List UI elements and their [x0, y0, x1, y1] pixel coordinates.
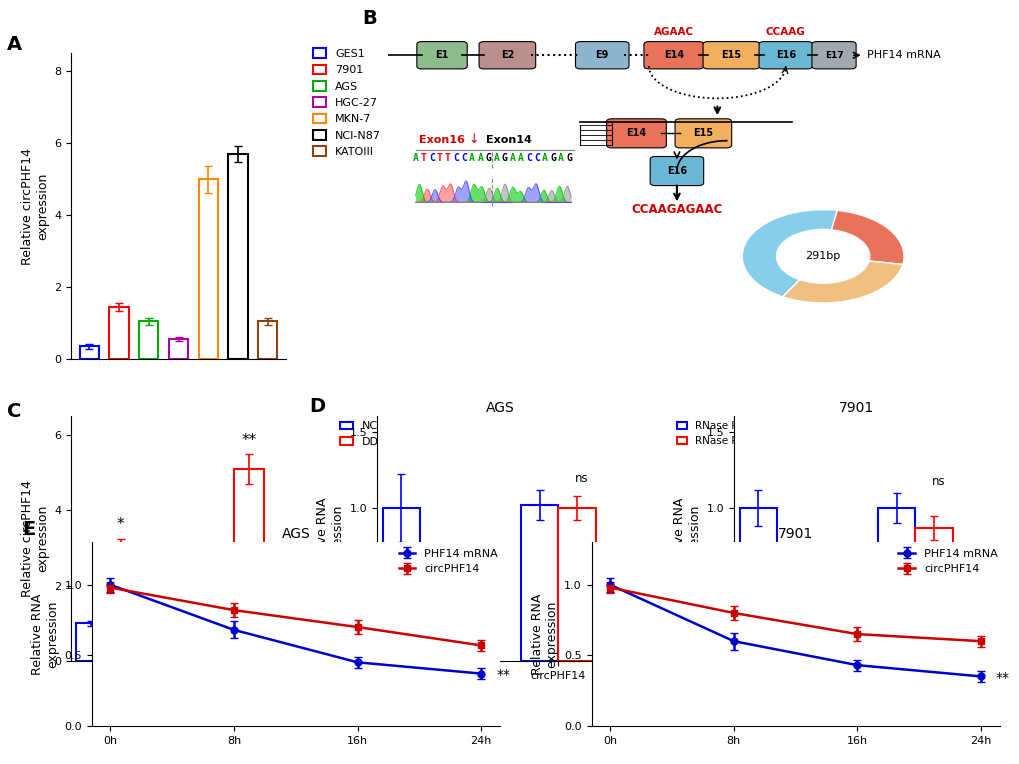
Text: C: C: [7, 402, 21, 421]
Text: G: G: [549, 153, 555, 163]
Text: E14: E14: [663, 50, 683, 60]
Text: AGAAC: AGAAC: [653, 28, 693, 37]
Legend: NC, DDX5: NC, DDX5: [335, 417, 397, 452]
Text: **: **: [788, 595, 802, 609]
Legend: PHF14 mRNA, circPHF14: PHF14 mRNA, circPHF14: [393, 544, 502, 579]
FancyBboxPatch shape: [643, 41, 703, 69]
Text: A: A: [493, 153, 499, 163]
Bar: [258, 322, 277, 359]
Text: D: D: [309, 397, 325, 416]
Legend: GES1, 7901, AGS, HGC-27, MKN-7, NCI-N87, KATOIII: GES1, 7901, AGS, HGC-27, MKN-7, NCI-N87,…: [308, 44, 385, 161]
Text: A: A: [518, 153, 523, 163]
FancyBboxPatch shape: [811, 41, 855, 69]
Bar: [109, 307, 128, 359]
Bar: [776, 618, 813, 661]
Text: CCAAG: CCAAG: [765, 28, 805, 37]
Text: **: **: [242, 433, 257, 448]
FancyBboxPatch shape: [758, 41, 812, 69]
Legend: RNase R-, RNase R+: RNase R-, RNase R+: [672, 416, 751, 450]
Text: E16: E16: [666, 166, 687, 176]
Text: 291bp: 291bp: [805, 251, 840, 261]
Text: B: B: [363, 8, 377, 28]
Legend: PHF14 mRNA, circPHF14: PHF14 mRNA, circPHF14: [893, 544, 1002, 579]
Text: G: G: [485, 153, 491, 163]
Text: E15: E15: [693, 128, 712, 138]
Text: E17: E17: [823, 50, 843, 60]
Text: E16: E16: [775, 50, 795, 60]
Bar: [521, 505, 557, 661]
FancyBboxPatch shape: [575, 41, 629, 69]
Circle shape: [775, 229, 869, 283]
Bar: [106, 552, 136, 661]
Title: AGS: AGS: [485, 401, 514, 415]
Text: E1: E1: [435, 50, 448, 60]
Bar: [877, 508, 914, 661]
Title: AGS: AGS: [281, 527, 310, 541]
Bar: [234, 469, 264, 661]
Text: **: **: [995, 671, 1009, 685]
Text: **: **: [495, 668, 510, 682]
Bar: [420, 592, 457, 661]
Text: E2: E2: [500, 50, 514, 60]
Text: T: T: [444, 153, 450, 163]
Text: A: A: [413, 153, 418, 163]
Text: *: *: [435, 549, 441, 563]
Text: A: A: [510, 153, 515, 163]
Bar: [204, 623, 234, 661]
FancyBboxPatch shape: [675, 118, 731, 148]
Text: Exon14: Exon14: [485, 135, 531, 145]
Text: ns: ns: [575, 472, 588, 485]
FancyBboxPatch shape: [479, 41, 535, 69]
Text: C: C: [428, 153, 434, 163]
FancyBboxPatch shape: [649, 157, 703, 186]
Y-axis label: Relative RNA
expression: Relative RNA expression: [316, 498, 344, 579]
Y-axis label: Relative circPHF14
expression: Relative circPHF14 expression: [21, 481, 49, 597]
Text: A: A: [7, 35, 22, 54]
Text: C: C: [461, 153, 467, 163]
Text: G: G: [566, 153, 572, 163]
Bar: [739, 508, 776, 661]
Text: C: C: [534, 153, 539, 163]
Text: A: A: [477, 153, 483, 163]
Text: T: T: [421, 153, 426, 163]
Text: CCAAGAGAAC: CCAAGAGAAC: [631, 203, 721, 216]
Bar: [382, 508, 420, 661]
Wedge shape: [782, 256, 902, 303]
Text: A: A: [541, 153, 547, 163]
Text: PHF14 mRNA: PHF14 mRNA: [866, 50, 940, 60]
Text: C: C: [526, 153, 531, 163]
Text: E9: E9: [595, 50, 608, 60]
Text: ↓: ↓: [468, 133, 478, 146]
Text: T: T: [436, 153, 442, 163]
Text: A: A: [469, 153, 475, 163]
Y-axis label: Relative RNA
expression: Relative RNA expression: [31, 594, 59, 675]
Title: 7901: 7901: [839, 401, 873, 415]
Bar: [199, 180, 218, 359]
Wedge shape: [822, 210, 903, 264]
Text: G: G: [501, 153, 507, 163]
Bar: [914, 528, 952, 661]
Text: A: A: [557, 153, 564, 163]
Bar: [557, 508, 595, 661]
Text: C: C: [452, 153, 459, 163]
Bar: [169, 339, 187, 359]
Bar: [139, 322, 158, 359]
FancyBboxPatch shape: [606, 118, 665, 148]
Y-axis label: Relative RNA
expression: Relative RNA expression: [530, 594, 558, 675]
Bar: [75, 623, 106, 661]
Text: Exon16: Exon16: [419, 135, 464, 145]
Bar: [228, 154, 248, 359]
Text: E15: E15: [720, 50, 741, 60]
Text: *: *: [117, 517, 124, 532]
Text: E14: E14: [626, 128, 646, 138]
Text: E: E: [22, 520, 36, 539]
FancyBboxPatch shape: [702, 41, 759, 69]
Text: ns: ns: [931, 475, 945, 488]
Y-axis label: Relative circPHF14
expression: Relative circPHF14 expression: [21, 148, 49, 264]
FancyBboxPatch shape: [417, 41, 467, 69]
Bar: [79, 347, 99, 359]
Y-axis label: Relative RNA
expression: Relative RNA expression: [673, 498, 701, 579]
Title: 7901: 7901: [777, 527, 812, 541]
Wedge shape: [742, 209, 837, 296]
